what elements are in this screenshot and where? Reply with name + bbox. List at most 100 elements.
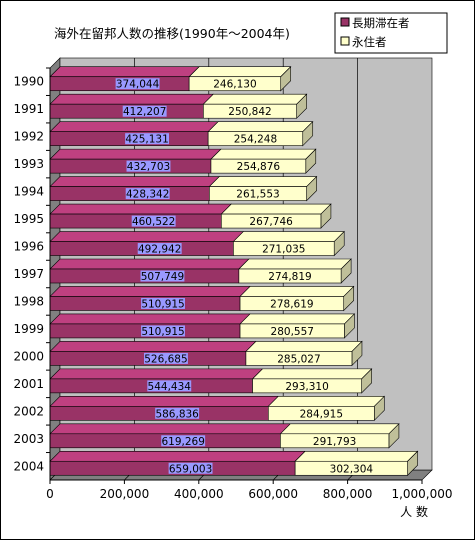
bar-永住者-1997: 274,819	[238, 258, 352, 284]
bar-永住者-1994: 261,553	[208, 175, 318, 202]
bar-永住者-1991: 250,842	[202, 93, 308, 119]
data-label: 412,207	[123, 106, 166, 118]
bar-永住者-2001: 293,310	[251, 368, 373, 394]
bar-top	[49, 423, 292, 435]
data-label-bg	[115, 78, 160, 90]
bar-永住者-1993: 254,876	[210, 148, 317, 174]
data-label-bg	[141, 297, 185, 309]
data-label: 510,915	[141, 326, 184, 338]
bar-face	[280, 433, 390, 449]
bar-face	[252, 378, 362, 394]
data-label: 510,915	[141, 298, 184, 310]
data-label-bg	[141, 325, 185, 337]
bar-永住者-1992: 254,248	[207, 120, 314, 147]
data-label: 302,304	[330, 463, 374, 475]
bar-長期滞在者-2004: 659,003	[49, 450, 306, 476]
x-tick-label: 400,000	[174, 487, 224, 501]
bar-永住者-2002: 284,915	[267, 395, 386, 422]
bar-永住者-1999: 280,557	[239, 313, 356, 339]
bar-長期滞在者-1993: 432,703	[49, 148, 222, 174]
data-label: 271,035	[262, 244, 305, 256]
bar-top	[279, 423, 400, 435]
bar-top	[207, 121, 314, 132]
data-label-bg	[155, 407, 200, 419]
data-label: 291,793	[313, 436, 356, 448]
bar-top	[49, 286, 251, 297]
data-label: 460,522	[132, 216, 175, 228]
bar-top	[49, 148, 222, 160]
data-label: 544,434	[148, 381, 192, 393]
data-label-bg	[122, 105, 167, 117]
bar-top	[202, 93, 308, 105]
data-label-bg	[125, 188, 170, 200]
bar-face	[245, 351, 353, 366]
bar-長期滞在者-2001: 544,434	[49, 368, 264, 394]
data-label-bg	[125, 133, 170, 145]
bar-top	[210, 148, 317, 160]
y-tick-label: 1990	[13, 75, 44, 89]
bar-top	[208, 176, 318, 187]
legend-box	[334, 12, 448, 54]
data-label: 246,130	[213, 79, 256, 91]
bar-face	[210, 158, 307, 174]
data-label: 374,044	[116, 79, 160, 91]
axes: 1990 1991 1992 1993 1994 1995 1996 1997 1998 1999…	[13, 67, 453, 501]
legend-label-permanent: 永住者	[352, 35, 387, 49]
bar-face	[203, 103, 297, 119]
data-label: 586,836	[155, 408, 199, 420]
bar-永住者-1990: 246,130	[188, 66, 292, 92]
data-label-bg	[161, 435, 206, 447]
data-label-bg	[144, 352, 188, 364]
data-label: 425,131	[125, 134, 168, 146]
y-tick-label: 2001	[13, 377, 44, 391]
bar-top	[245, 341, 363, 352]
x-tick-label: 0	[46, 487, 54, 501]
legend-label-long-term: 長期滞在者	[352, 16, 410, 30]
x-tick-label: 200,000	[100, 487, 150, 501]
data-label: 293,310	[285, 381, 328, 393]
bar-top	[49, 66, 200, 78]
bar-長期滞在者-1990: 374,044	[49, 66, 200, 92]
bar-top	[232, 231, 345, 242]
data-label: 284,915	[300, 408, 343, 420]
y-tick-label: 1992	[13, 130, 44, 144]
y-tick-label: 2000	[13, 349, 44, 363]
bar-top	[49, 368, 264, 380]
y-tick-label: 1996	[13, 240, 44, 254]
y-tick-label: 1997	[13, 267, 44, 281]
bar-top	[49, 341, 257, 352]
y-tick-label: 1999	[13, 322, 44, 336]
bar-長期滞在者-1994: 428,342	[49, 176, 221, 201]
bar-長期滞在者-1991: 412,207	[49, 93, 215, 119]
bar-長期滞在者-1996: 492,942	[49, 231, 245, 256]
bar-face	[207, 131, 304, 146]
data-label-bg	[140, 270, 185, 282]
y-tick-label: 1995	[13, 212, 44, 226]
bar-top	[239, 286, 355, 297]
bar-face	[239, 296, 345, 311]
bar-top	[49, 258, 250, 270]
chart-title: 海外在留邦人数の推移(1990年～2004年)	[54, 26, 290, 41]
y-tick-label: 2002	[13, 404, 44, 418]
bar-top	[49, 203, 233, 215]
bar-長期滞在者-2003: 619,269	[49, 423, 292, 449]
y-tick-label: 1991	[13, 102, 44, 116]
bar-top	[239, 313, 356, 325]
x-tick-label: 600,000	[248, 487, 298, 501]
bar-top	[220, 203, 332, 215]
bar-永住者-2000: 285,027	[245, 340, 363, 367]
bar-face	[238, 268, 342, 284]
bar-top	[49, 93, 215, 105]
bar-face	[268, 406, 375, 421]
bar-top	[294, 450, 419, 462]
legend-swatch-long-term	[340, 17, 350, 27]
data-label: 619,269	[161, 436, 204, 448]
bar-top	[49, 313, 251, 325]
bar-永住者-1998: 278,619	[239, 285, 355, 312]
bar-face	[188, 76, 282, 92]
data-label: 432,703	[127, 161, 170, 173]
bar-top	[49, 450, 306, 462]
y-tick-label: 2003	[13, 432, 44, 446]
data-label: 428,342	[126, 189, 169, 201]
y-tick-label: 1993	[13, 157, 44, 171]
